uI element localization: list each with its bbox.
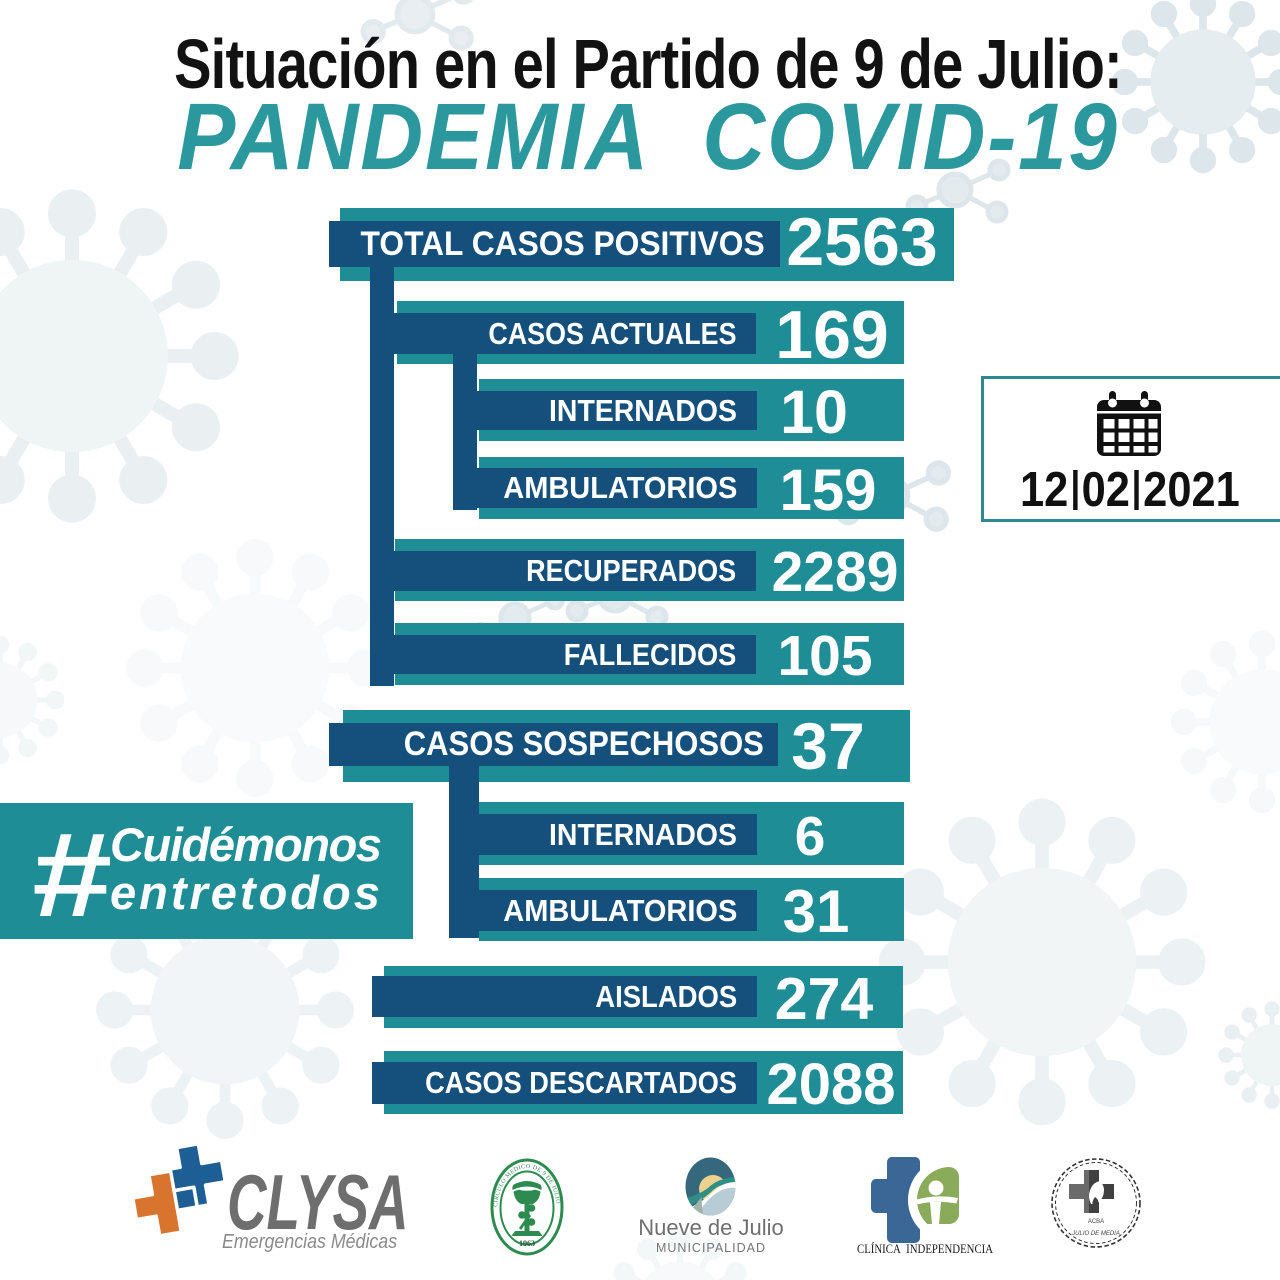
svg-text:1963: 1963 bbox=[519, 1239, 535, 1248]
svg-text:ACBA: ACBA bbox=[1088, 1219, 1104, 1225]
svg-text:JULIO DE MEDIA: JULIO DE MEDIA bbox=[1071, 1231, 1120, 1237]
